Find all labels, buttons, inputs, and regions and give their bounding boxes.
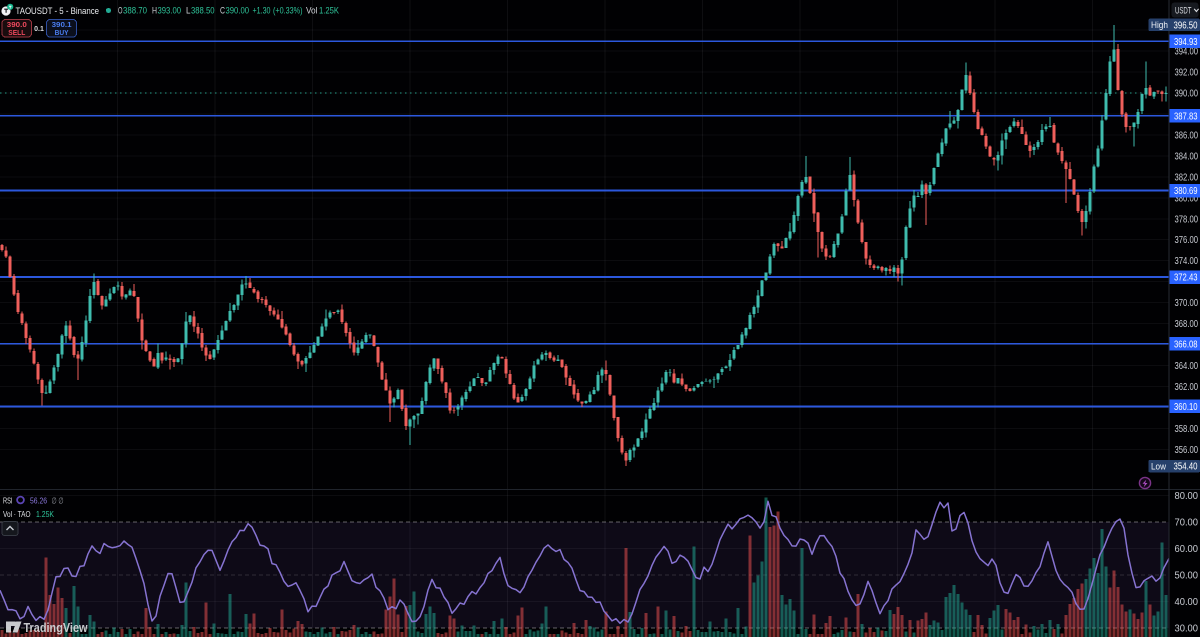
svg-text:40.00: 40.00 (1175, 597, 1199, 608)
svg-text:368.00: 368.00 (1175, 319, 1199, 330)
svg-text:C: C (220, 6, 225, 16)
svg-text:394.00: 394.00 (1175, 47, 1199, 58)
svg-text:80.00: 80.00 (1175, 491, 1199, 502)
svg-text:∅ ∅: ∅ ∅ (52, 495, 64, 505)
svg-text:366.08: 366.08 (1174, 339, 1198, 350)
svg-text:SELL: SELL (8, 30, 26, 37)
svg-text:56.26: 56.26 (30, 495, 47, 505)
svg-text:RSI: RSI (3, 495, 13, 505)
svg-text:390.0: 390.0 (7, 20, 27, 29)
svg-text:390.00: 390.00 (1175, 89, 1199, 100)
svg-text:387.83: 387.83 (1174, 111, 1198, 122)
svg-text:60.00: 60.00 (1175, 544, 1199, 555)
svg-text:Vol: Vol (306, 6, 318, 16)
svg-text:360.10: 360.10 (1174, 402, 1198, 413)
svg-text:1.25K: 1.25K (319, 6, 339, 16)
svg-text:380.00: 380.00 (1175, 193, 1199, 204)
svg-text:358.00: 358.00 (1175, 424, 1199, 435)
svg-text:30.00: 30.00 (1175, 624, 1199, 635)
svg-text:394.93: 394.93 (1174, 37, 1198, 48)
svg-text:378.00: 378.00 (1175, 214, 1199, 225)
svg-text:390.1: 390.1 (52, 20, 72, 29)
svg-text:393.00: 393.00 (158, 6, 182, 16)
svg-text:380.69: 380.69 (1174, 186, 1198, 197)
svg-text:TradingView: TradingView (24, 620, 89, 635)
svg-text:382.00: 382.00 (1175, 172, 1199, 183)
svg-text:384.00: 384.00 (1175, 151, 1199, 162)
svg-text:TAOUSDT - 5 - Binance: TAOUSDT - 5 - Binance (16, 6, 100, 17)
svg-text:390.00: 390.00 (226, 6, 250, 16)
svg-text:376.00: 376.00 (1175, 235, 1199, 246)
svg-text:370.00: 370.00 (1175, 298, 1199, 309)
svg-text:(+0.33%): (+0.33%) (273, 6, 303, 16)
svg-text:386.00: 386.00 (1175, 130, 1199, 141)
svg-text:388.70: 388.70 (123, 6, 147, 16)
svg-text:Low: Low (1151, 461, 1166, 472)
svg-text:L: L (186, 6, 191, 16)
svg-text:H: H (152, 6, 157, 16)
svg-text:362.00: 362.00 (1175, 382, 1199, 393)
svg-text:396.50: 396.50 (1174, 20, 1198, 31)
svg-text:372.43: 372.43 (1174, 273, 1198, 284)
svg-text:Vol · TAO: Vol · TAO (3, 509, 31, 519)
svg-text:1.25K: 1.25K (36, 509, 54, 519)
svg-text:50.00: 50.00 (1175, 571, 1199, 582)
svg-text:356.00: 356.00 (1175, 445, 1199, 456)
svg-text:BUY: BUY (55, 30, 69, 37)
svg-text:364.00: 364.00 (1175, 361, 1199, 372)
svg-text:374.00: 374.00 (1175, 256, 1199, 267)
svg-text:O: O (118, 6, 123, 16)
svg-text:0.1: 0.1 (34, 26, 44, 33)
svg-text:354.40: 354.40 (1174, 462, 1198, 473)
svg-text:388.50: 388.50 (191, 6, 215, 16)
svg-text:+1.30: +1.30 (253, 6, 271, 16)
svg-text:USDT: USDT (1175, 6, 1192, 16)
svg-text:392.00: 392.00 (1175, 68, 1199, 79)
svg-text:70.00: 70.00 (1175, 518, 1199, 529)
svg-text:High: High (1151, 20, 1168, 31)
